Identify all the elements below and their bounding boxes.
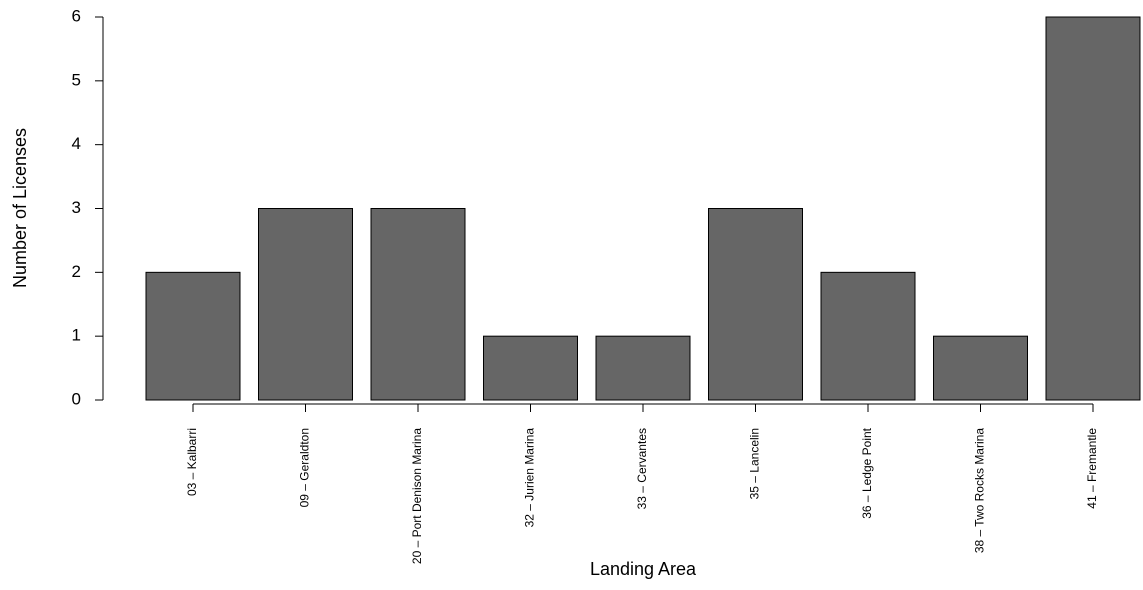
y-tick-label: 6 (72, 6, 81, 25)
x-axis-title: Landing Area (590, 559, 697, 579)
y-tick-label: 5 (72, 70, 81, 89)
y-tick-label: 2 (72, 262, 81, 281)
x-tick-label: 41 – Fremantle (1085, 428, 1099, 509)
bar (820, 271, 916, 401)
x-tick-label: 32 – Jurien Marina (523, 428, 537, 528)
bar (145, 271, 241, 401)
x-tick-label: 35 – Lancelin (748, 428, 762, 499)
bar (708, 208, 803, 401)
bar (933, 335, 1028, 401)
bar (483, 335, 578, 401)
x-tick-label: 38 – Two Rocks Marina (973, 428, 987, 553)
x-tick-label: 09 – Geraldton (298, 428, 312, 507)
bar (370, 208, 466, 401)
y-tick-label: 0 (72, 389, 81, 408)
y-axis-title: Number of Licenses (10, 128, 30, 288)
y-tick-label: 4 (72, 134, 81, 153)
x-tick-label: 20 – Port Denison Marina (410, 428, 424, 564)
x-tick-label: 36 – Ledge Point (860, 427, 874, 518)
y-tick-label: 1 (72, 326, 81, 345)
x-tick-label: 33 – Cervantes (635, 428, 649, 509)
bar (258, 208, 353, 401)
bar (1045, 16, 1141, 401)
y-tick-label: 3 (72, 198, 81, 217)
x-tick-label: 03 – Kalbarri (185, 428, 199, 496)
bar (595, 335, 691, 401)
